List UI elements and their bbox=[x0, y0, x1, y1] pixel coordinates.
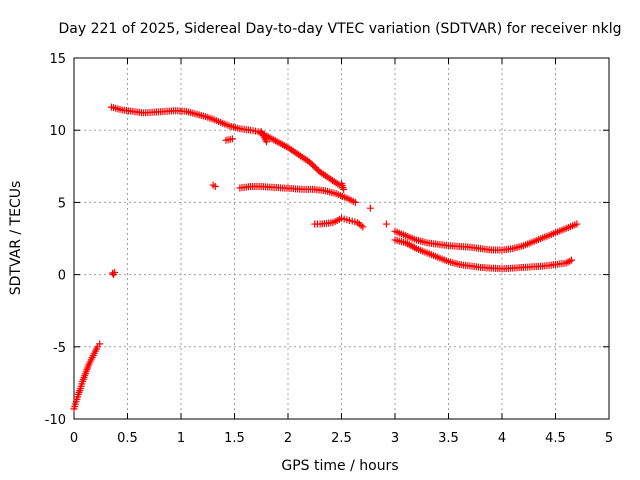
axis-layer: 0 0.5 1 1.5 2 2.5 3 3.5 4 4.5 5 -10 -5 0 5 10 15 bbox=[45, 52, 613, 446]
x-axis-label: GPS time / hours bbox=[281, 458, 398, 474]
data-layer bbox=[70, 103, 581, 413]
series-upper-scattered bbox=[222, 128, 348, 193]
y-tick-label: -10 bbox=[45, 413, 66, 428]
data-point bbox=[573, 220, 581, 228]
x-tick-label: 3.5 bbox=[438, 431, 459, 446]
y-tick-label: 10 bbox=[49, 124, 66, 139]
data-point bbox=[111, 268, 119, 276]
data-point bbox=[568, 256, 576, 264]
data-point bbox=[340, 185, 348, 193]
series-upper-arc bbox=[107, 103, 343, 189]
series-middle-band bbox=[209, 181, 359, 206]
series-isolated-near-zero bbox=[109, 268, 119, 279]
series-late-upper-trend bbox=[391, 220, 581, 254]
data-point bbox=[359, 223, 367, 231]
series-late-lower-trend bbox=[391, 236, 576, 273]
data-point bbox=[228, 135, 236, 143]
x-tick-label: 0.5 bbox=[117, 431, 138, 446]
data-point bbox=[382, 220, 390, 228]
y-tick-label: 5 bbox=[58, 196, 66, 211]
data-point bbox=[96, 340, 104, 348]
x-tick-label: 0 bbox=[70, 431, 78, 446]
y-axis-label: SDTVAR / TECUs bbox=[8, 181, 24, 296]
x-tick-label: 2.5 bbox=[331, 431, 352, 446]
x-tick-label: 1.5 bbox=[224, 431, 245, 446]
chart-title: Day 221 of 2025, Sidereal Day-to-day VTE… bbox=[59, 21, 622, 37]
x-tick-label: 4.5 bbox=[545, 431, 566, 446]
data-point bbox=[351, 198, 359, 206]
series-early-rise bbox=[70, 340, 104, 413]
y-tick-label: -5 bbox=[53, 341, 66, 356]
x-tick-label: 2 bbox=[284, 431, 292, 446]
x-tick-label: 5 bbox=[605, 431, 613, 446]
x-tick-label: 1 bbox=[177, 431, 185, 446]
data-point bbox=[366, 204, 374, 212]
x-tick-label: 3 bbox=[391, 431, 399, 446]
series-lower-middle bbox=[311, 204, 390, 231]
data-point bbox=[211, 183, 219, 191]
y-tick-label: 0 bbox=[58, 269, 66, 284]
x-tick-label: 4 bbox=[498, 431, 506, 446]
y-tick-label: 15 bbox=[49, 52, 66, 67]
data-point bbox=[263, 138, 271, 146]
